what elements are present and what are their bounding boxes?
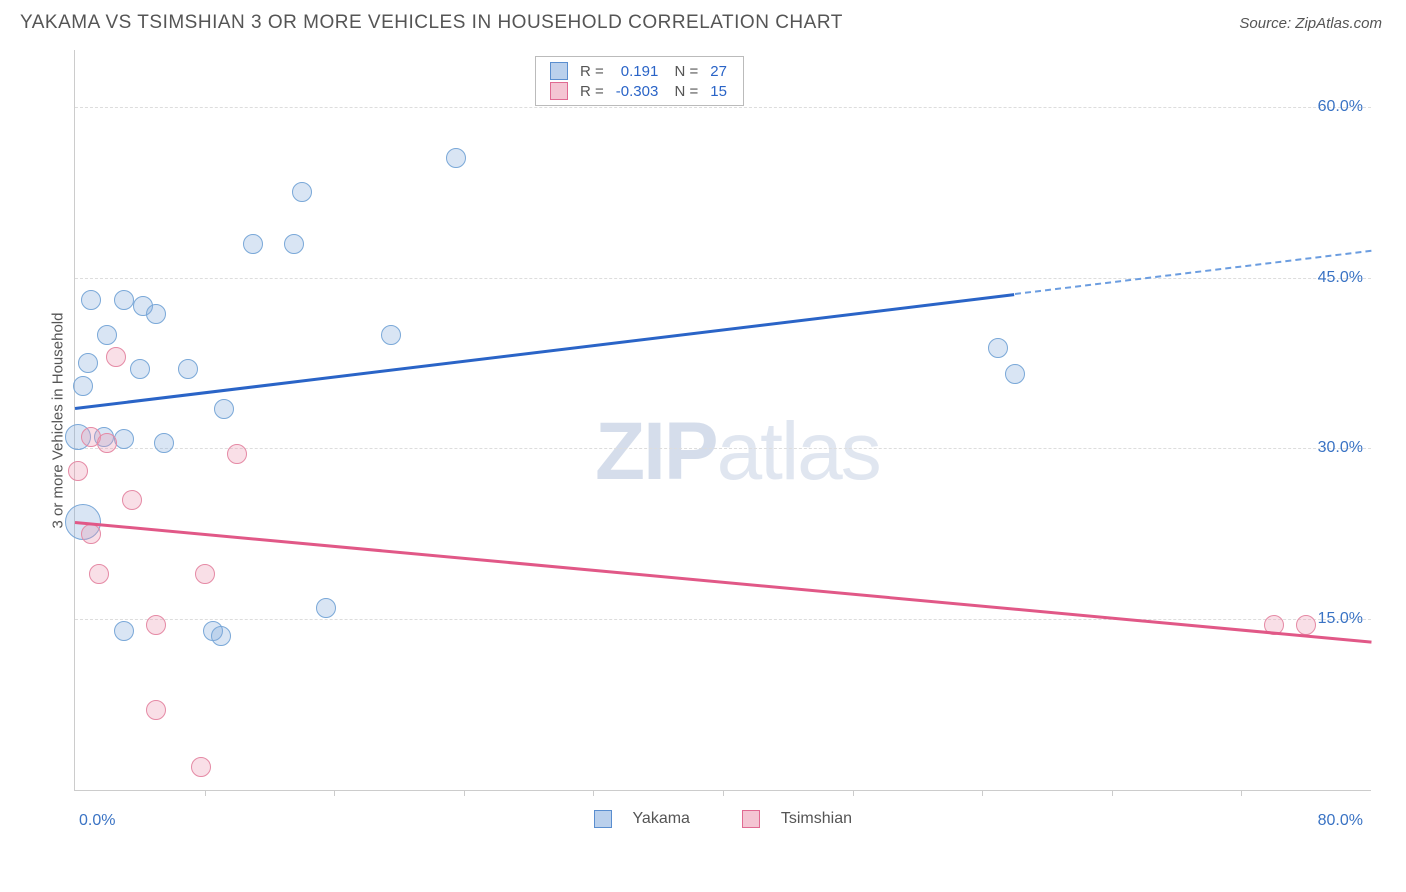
scatter-point bbox=[178, 359, 198, 379]
scatter-point bbox=[114, 290, 134, 310]
scatter-point bbox=[211, 626, 231, 646]
scatter-point bbox=[146, 615, 166, 635]
scatter-point bbox=[97, 433, 117, 453]
x-axis-min-label: 0.0% bbox=[79, 812, 115, 830]
gridline bbox=[75, 619, 1371, 620]
scatter-point bbox=[191, 757, 211, 777]
trend-line bbox=[75, 293, 1015, 409]
chart-title: YAKAMA VS TSIMSHIAN 3 OR MORE VEHICLES I… bbox=[20, 12, 843, 34]
scatter-point bbox=[73, 376, 93, 396]
trend-line bbox=[75, 521, 1371, 643]
scatter-point bbox=[81, 290, 101, 310]
scatter-point bbox=[446, 148, 466, 168]
scatter-point bbox=[292, 182, 312, 202]
gridline bbox=[75, 278, 1371, 279]
scatter-point bbox=[130, 359, 150, 379]
y-tick-label: 60.0% bbox=[1318, 98, 1363, 116]
scatter-point bbox=[195, 564, 215, 584]
x-tick-mark bbox=[1112, 790, 1113, 796]
gridline bbox=[75, 448, 1371, 449]
swatch-tsimshian-icon bbox=[742, 810, 760, 828]
scatter-point bbox=[81, 524, 101, 544]
x-tick-mark bbox=[593, 790, 594, 796]
x-tick-mark bbox=[723, 790, 724, 796]
scatter-point bbox=[214, 399, 234, 419]
scatter-point bbox=[227, 444, 247, 464]
series-legend: Yakama Tsimshian bbox=[75, 810, 1371, 828]
scatter-point bbox=[114, 621, 134, 641]
scatter-point bbox=[381, 325, 401, 345]
swatch-yakama-icon bbox=[594, 810, 612, 828]
x-tick-mark bbox=[205, 790, 206, 796]
scatter-point bbox=[89, 564, 109, 584]
scatter-point bbox=[1296, 615, 1316, 635]
plot-region: ZIPatlas R =0.191 N =27 R =-0.303 N =15 … bbox=[74, 50, 1371, 791]
x-tick-mark bbox=[1241, 790, 1242, 796]
scatter-point bbox=[106, 347, 126, 367]
correlation-legend: R =0.191 N =27 R =-0.303 N =15 bbox=[535, 56, 744, 106]
swatch-yakama-icon bbox=[550, 62, 568, 80]
chart-area: 3 or more Vehicles in Household ZIPatlas… bbox=[46, 50, 1386, 830]
x-tick-mark bbox=[853, 790, 854, 796]
scatter-point bbox=[243, 234, 263, 254]
y-tick-label: 30.0% bbox=[1318, 439, 1363, 457]
swatch-tsimshian-icon bbox=[550, 82, 568, 100]
source-credit: Source: ZipAtlas.com bbox=[1239, 15, 1382, 32]
x-tick-mark bbox=[982, 790, 983, 796]
scatter-point bbox=[154, 433, 174, 453]
legend-label: Tsimshian bbox=[781, 810, 852, 827]
scatter-point bbox=[146, 700, 166, 720]
scatter-point bbox=[988, 338, 1008, 358]
y-tick-label: 45.0% bbox=[1318, 269, 1363, 287]
y-tick-label: 15.0% bbox=[1318, 610, 1363, 628]
scatter-point bbox=[146, 304, 166, 324]
x-axis-max-label: 80.0% bbox=[1318, 812, 1363, 830]
y-axis-label: 3 or more Vehicles in Household bbox=[50, 312, 67, 528]
scatter-point bbox=[316, 598, 336, 618]
scatter-point bbox=[97, 325, 117, 345]
scatter-point bbox=[1005, 364, 1025, 384]
x-tick-mark bbox=[464, 790, 465, 796]
scatter-point bbox=[68, 461, 88, 481]
scatter-point bbox=[78, 353, 98, 373]
legend-label: Yakama bbox=[632, 810, 690, 827]
watermark: ZIPatlas bbox=[595, 405, 880, 499]
gridline bbox=[75, 107, 1371, 108]
scatter-point bbox=[284, 234, 304, 254]
scatter-point bbox=[122, 490, 142, 510]
x-tick-mark bbox=[334, 790, 335, 796]
